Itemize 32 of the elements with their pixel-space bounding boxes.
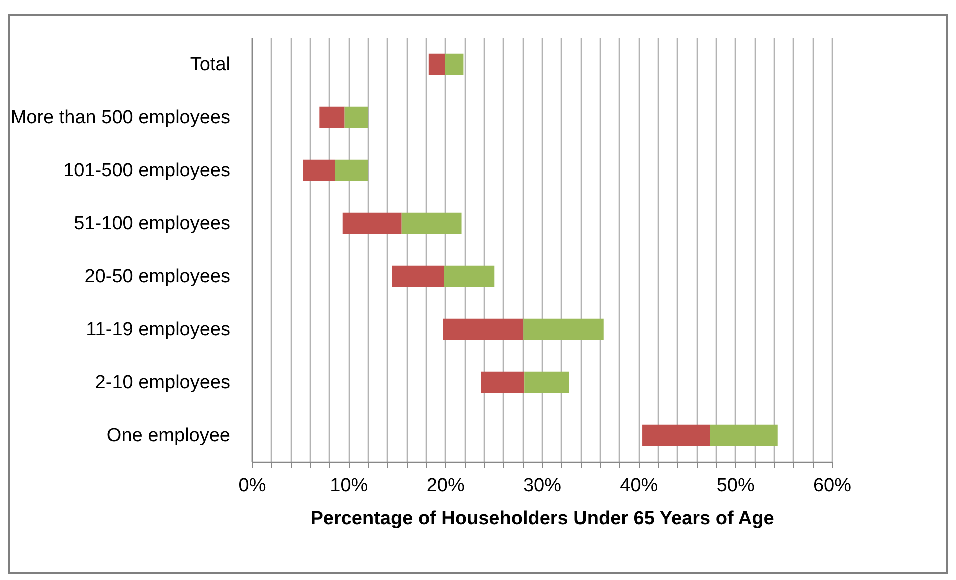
y-tick-label: 51-100 employees: [74, 214, 230, 234]
bar: [710, 424, 778, 446]
y-tick-label: 101-500 employees: [64, 160, 230, 182]
x-tick-label: 40%: [620, 476, 658, 496]
bar: [303, 160, 336, 182]
x-tick-label: 0%: [238, 476, 266, 496]
bar: [642, 424, 710, 446]
bar: [392, 266, 444, 288]
bar: [524, 318, 604, 340]
x-tick-label: 10%: [330, 476, 368, 496]
x-tick-label: 60%: [813, 476, 852, 496]
bar: [444, 266, 495, 288]
y-tick-label: More than 500 employees: [10, 108, 230, 128]
bar: [445, 54, 464, 76]
bar: [443, 318, 524, 340]
bar: [320, 106, 345, 128]
bar: [344, 106, 368, 128]
x-tick-label: 50%: [716, 476, 755, 496]
x-axis-title: Percentage of Householders Under 65 Years of Age: [310, 508, 774, 530]
y-tick-label: 11-19 employees: [86, 320, 230, 340]
x-tick-label: 20%: [426, 476, 465, 496]
bar: [335, 160, 368, 182]
bar: [481, 372, 525, 394]
bar: [402, 212, 462, 234]
y-tick-label: 2-10 employees: [95, 372, 230, 394]
bar: [342, 212, 402, 234]
bar: [524, 372, 570, 394]
x-tick-label: 30%: [523, 476, 562, 496]
y-tick-label: 20-50 employees: [84, 266, 230, 288]
y-tick-label: One employee: [106, 426, 230, 446]
y-tick-label: Total: [190, 54, 230, 76]
bar: [428, 54, 446, 76]
